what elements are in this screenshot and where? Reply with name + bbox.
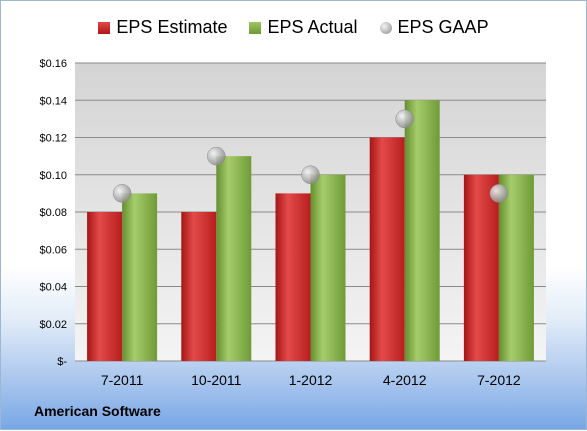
eps-estimate-bar xyxy=(181,212,217,361)
y-tick-label: $- xyxy=(57,356,67,368)
eps-actual-bar xyxy=(122,193,158,361)
legend-swatch-eps-actual xyxy=(249,21,262,34)
x-tick-label: 7-2012 xyxy=(477,372,521,388)
eps-gaap-marker xyxy=(207,146,226,166)
eps-actual-bar xyxy=(216,156,252,361)
eps-actual-bar xyxy=(310,174,346,361)
y-tick-label: $0.06 xyxy=(39,244,67,256)
legend-item-eps-actual: EPS Actual xyxy=(249,17,358,38)
legend-label-eps-estimate: EPS Estimate xyxy=(116,17,228,37)
eps-gaap-marker xyxy=(395,109,414,129)
y-tick-label: $0.12 xyxy=(39,133,67,145)
eps-actual-bar xyxy=(404,100,440,361)
chart-legend: EPS Estimate EPS Actual EPS GAAP xyxy=(1,17,586,38)
legend-swatch-eps-gaap xyxy=(379,21,392,34)
x-tick-label: 1-2012 xyxy=(289,372,333,388)
eps-estimate-bar xyxy=(369,137,405,361)
eps-gaap-marker xyxy=(112,184,132,203)
legend-label-eps-gaap: EPS GAAP xyxy=(397,17,489,37)
x-axis-ticks: 7-2011 10-2011 1-2012 4-2012 7-2012 xyxy=(101,372,521,388)
bars xyxy=(87,100,534,361)
eps-gaap-marker xyxy=(489,184,509,203)
x-tick-label: 4-2012 xyxy=(383,372,427,388)
legend-label-eps-actual: EPS Actual xyxy=(267,17,358,37)
y-tick-label: $0.04 xyxy=(39,282,67,294)
legend-item-eps-estimate: EPS Estimate xyxy=(98,17,227,38)
x-tick-label: 7-2011 xyxy=(101,372,144,388)
y-tick-label: $0.14 xyxy=(39,95,67,107)
y-tick-label: $0.10 xyxy=(39,170,67,182)
y-tick-label: $0.08 xyxy=(39,207,67,219)
eps-estimate-bar xyxy=(463,174,499,361)
eps-estimate-bar xyxy=(275,193,311,361)
legend-swatch-eps-estimate xyxy=(98,21,111,34)
eps-actual-bar xyxy=(498,174,534,361)
legend-item-eps-gaap: EPS GAAP xyxy=(379,17,489,38)
eps-gaap-marker xyxy=(301,165,320,184)
y-tick-label: $0.02 xyxy=(39,319,67,331)
y-tick-label: $0.16 xyxy=(39,58,67,70)
x-tick-label: 10-2011 xyxy=(191,372,242,388)
eps-estimate-bar xyxy=(87,212,123,361)
y-axis-ticks: $- $0.02 $0.04 $0.06 $0.08 $0.10 $0.12 $0.14 $0.… xyxy=(39,58,67,368)
gaap-markers xyxy=(112,109,509,203)
company-name: American Software xyxy=(34,403,161,419)
